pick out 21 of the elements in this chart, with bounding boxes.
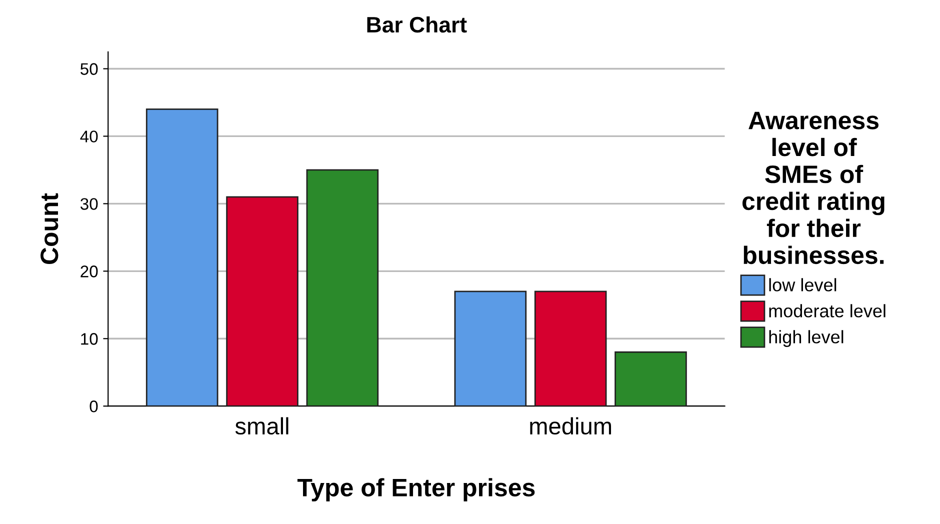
y-tick-label: 30: [80, 198, 98, 210]
bar: [146, 108, 218, 406]
y-tick-label: 40: [80, 130, 98, 142]
y-tick-label: 50: [80, 63, 98, 75]
y-tick-label: 10: [81, 333, 98, 345]
x-tick-label: small: [235, 417, 288, 435]
y-tick-label: 20: [80, 266, 98, 278]
legend-title: Awareness level of SMEs of credit rating for their businesses.: [742, 112, 884, 264]
x-tick-label: medium: [530, 417, 612, 435]
bar: [614, 351, 687, 406]
x-axis-title: Type of Enter prises: [297, 478, 535, 502]
bar: [306, 169, 379, 406]
legend-label: moderate level: [769, 304, 886, 318]
bar: [534, 290, 607, 406]
y-axis-title: Count: [40, 193, 58, 264]
bar: [454, 290, 527, 406]
legend-label: low level: [769, 278, 836, 292]
legend-label: high level: [769, 330, 844, 347]
bar: [226, 196, 298, 406]
chart-title: Bar Chart: [367, 16, 467, 33]
y-tick-label: 0: [90, 400, 98, 412]
